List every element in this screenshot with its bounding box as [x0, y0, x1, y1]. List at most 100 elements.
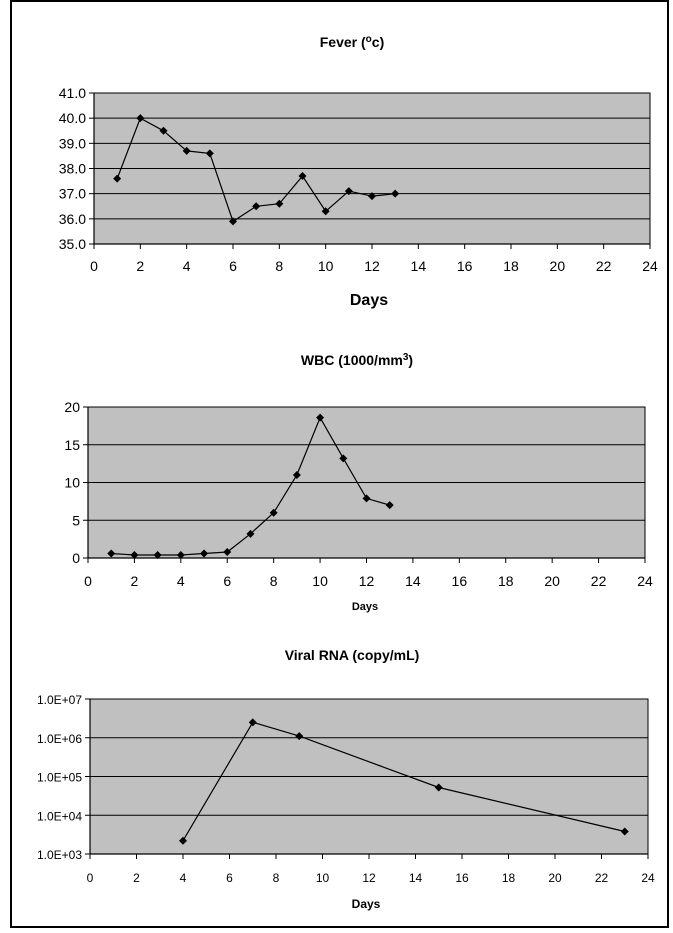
wbc-data-point: [316, 413, 325, 422]
fever-data-point: [182, 146, 191, 155]
wbc-data-point: [362, 494, 371, 503]
wbc-data-point: [292, 470, 301, 479]
wbc-y-tick-label: 15: [64, 437, 80, 453]
viral-rna-x-tick-label: 10: [316, 871, 330, 885]
viral-rna-plot-area: 1.0E+071.0E+061.0E+051.0E+041.0E+030 2 4 6 8…: [37, 693, 655, 885]
viral-rna-y-tick-label: 1.0E+05: [37, 771, 82, 785]
wbc-x-tick-label: 14: [405, 573, 421, 589]
fever-data-point: [298, 172, 307, 181]
fever-y-tick-label: 37.0: [59, 186, 86, 202]
wbc-x-tick-label: 20: [544, 573, 560, 589]
viral-rna-x-tick-label: 4: [180, 871, 187, 885]
viral-rna-x-axis-label: Days: [352, 897, 381, 911]
viral-rna-x-tick-label: 14: [409, 871, 423, 885]
fever-data-point: [113, 174, 122, 183]
figure-border: [10, 0, 669, 928]
wbc-data-point: [223, 547, 232, 556]
viral-rna-data-point: [295, 732, 304, 741]
fever-plot-area: 41.040.039.038.037.036.035.00 2 4 6 8 10 12 14 1…: [59, 85, 658, 274]
viral-rna-x-tick-label: 12: [362, 871, 376, 885]
fever-x-tick-label: 12: [364, 258, 380, 274]
wbc-x-tick-label: 12: [359, 573, 375, 589]
wbc-x-tick-label: 8: [270, 573, 278, 589]
wbc-data-point: [130, 550, 139, 559]
wbc-y-tick-label: 0: [72, 550, 80, 566]
fever-x-tick-label: 16: [457, 258, 473, 274]
wbc-data-point: [153, 550, 162, 559]
fever-y-tick-label: 36.0: [59, 211, 86, 227]
viral-rna-chart-title: Viral RNA (copy/mL): [285, 647, 420, 663]
wbc-data-point: [385, 501, 394, 510]
fever-data-point: [391, 189, 400, 198]
viral-rna-data-point: [434, 783, 443, 792]
fever-x-axis-label: Days: [350, 292, 388, 309]
viral-rna-data-point: [179, 836, 187, 845]
viral-rna-x-tick-label: 24: [641, 871, 655, 885]
fever-y-tick-label: 39.0: [59, 135, 86, 151]
fever-data-point: [252, 202, 261, 211]
wbc-y-tick-label: 5: [72, 512, 80, 528]
wbc-x-tick-label: 6: [223, 573, 231, 589]
viral-rna-y-tick-label: 1.0E+04: [37, 809, 82, 823]
fever-y-tick-label: 40.0: [59, 110, 86, 126]
fever-x-tick-label: 10: [318, 258, 334, 274]
fever-chart: Fever (oc) 41.0 40.0 39.0 38.0 37.0 36.0 35.00…: [59, 34, 658, 309]
fever-x-tick-label: 14: [411, 258, 427, 274]
fever-x-tick-label: 0: [90, 258, 98, 274]
fever-x-tick-label: 22: [596, 258, 612, 274]
fever-data-point: [344, 187, 353, 196]
fever-x-tick-label: 18: [503, 258, 519, 274]
fever-data-point: [368, 192, 376, 201]
viral-rna-data-point: [620, 827, 629, 836]
wbc-x-tick-label: 0: [84, 573, 92, 589]
viral-rna-x-tick-label: 0: [87, 871, 94, 885]
wbc-x-tick-label: 22: [591, 573, 607, 589]
viral-rna-x-tick-label: 18: [502, 871, 516, 885]
wbc-chart-title: WBC (1000/mm3): [301, 352, 413, 368]
viral-rna-x-tick-label: 6: [226, 871, 233, 885]
wbc-x-axis-label: Days: [352, 601, 378, 613]
wbc-data-point: [200, 549, 209, 558]
wbc-x-tick-label: 16: [452, 573, 468, 589]
fever-data-point: [159, 126, 168, 135]
wbc-x-tick-label: 10: [312, 573, 328, 589]
viral-rna-y-tick-label: 1.0E+07: [37, 693, 82, 707]
wbc-x-tick-label: 18: [498, 573, 514, 589]
wbc-data-point: [176, 550, 185, 559]
fever-data-point: [136, 114, 145, 123]
viral-rna-x-tick-label: 20: [548, 871, 562, 885]
viral-rna-data-point: [248, 718, 257, 727]
viral-rna-x-tick-label: 8: [273, 871, 280, 885]
fever-chart-title: Fever (oc): [320, 34, 384, 50]
fever-data-point: [229, 217, 237, 226]
fever-x-tick-label: 2: [136, 258, 144, 274]
viral-rna-y-tick-label: 1.0E+06: [37, 732, 82, 746]
wbc-x-tick-label: 2: [131, 573, 139, 589]
viral-rna-x-tick-label: 22: [595, 871, 609, 885]
wbc-data-point: [269, 508, 278, 517]
viral-rna-x-tick-label: 2: [133, 871, 140, 885]
fever-x-tick-label: 8: [275, 258, 283, 274]
wbc-y-tick-label: 20: [64, 399, 80, 415]
fever-data-point: [321, 207, 330, 216]
fever-data-point: [275, 199, 284, 208]
wbc-x-tick-label: 24: [637, 573, 653, 589]
fever-x-tick-label: 24: [642, 258, 658, 274]
wbc-data-point: [339, 454, 348, 463]
fever-x-tick-label: 4: [183, 258, 191, 274]
wbc-data-point: [107, 549, 116, 558]
fever-x-tick-label: 6: [229, 258, 237, 274]
wbc-x-tick-label: 4: [177, 573, 185, 589]
fever-y-tick-label: 38.0: [59, 161, 86, 177]
fever-x-tick-label: 20: [550, 258, 566, 274]
fever-data-point: [205, 149, 214, 158]
wbc-y-tick-label: 10: [64, 475, 80, 491]
viral-rna-x-tick-label: 16: [455, 871, 469, 885]
fever-y-tick-label: 41.0: [59, 85, 86, 101]
viral-rna-y-tick-label: 1.0E+03: [37, 848, 82, 862]
wbc-data-point: [246, 529, 255, 538]
